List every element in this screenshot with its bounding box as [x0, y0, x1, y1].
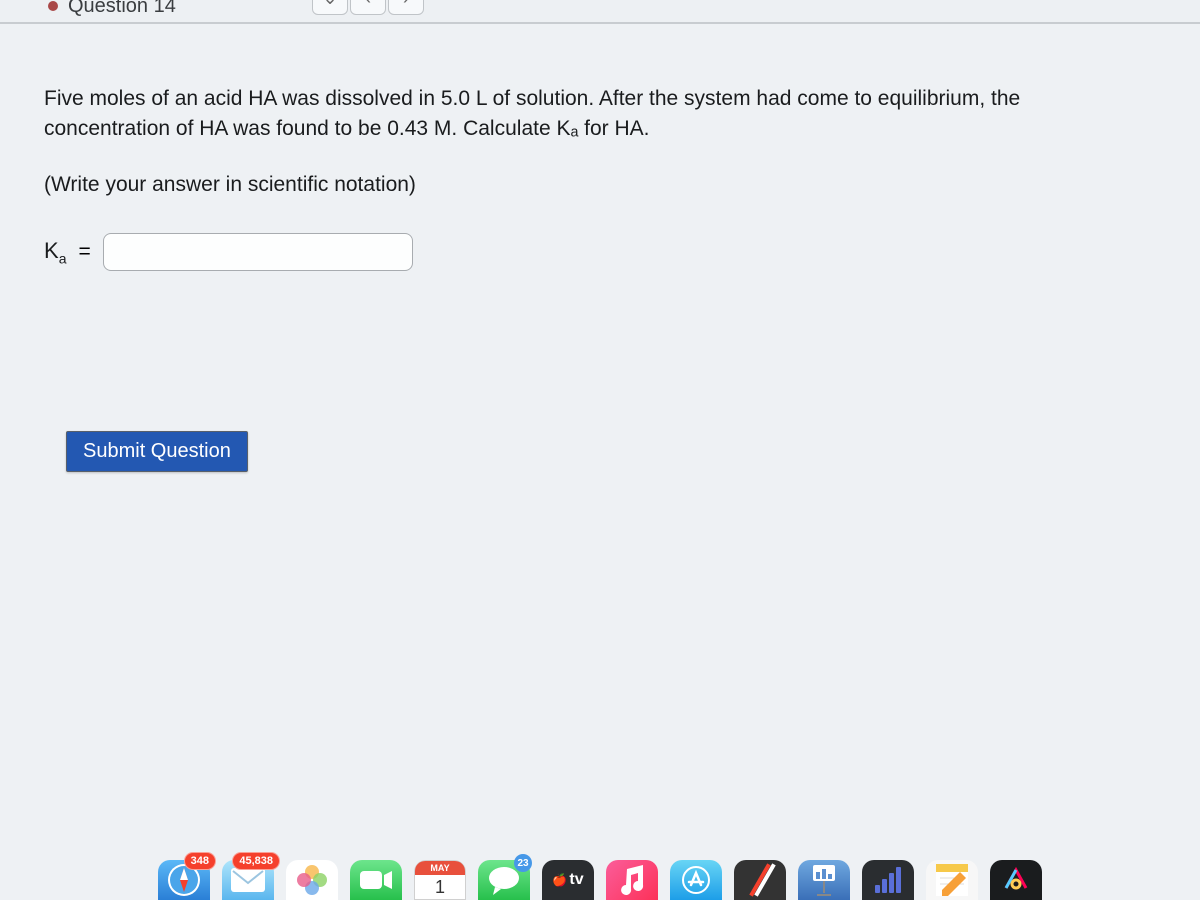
- dock-calendar-icon[interactable]: MAY 1: [414, 860, 466, 900]
- mail-badge: 45,838: [232, 852, 280, 870]
- equals-sign: =: [78, 240, 90, 264]
- dock-notes-icon[interactable]: [926, 860, 978, 900]
- messages-badge: 23: [514, 854, 532, 872]
- dock-appletv-icon[interactable]: 🍎tv: [542, 860, 594, 900]
- ka-symbol: Ka: [44, 238, 66, 266]
- dock-arc-icon[interactable]: [990, 860, 1042, 900]
- question-content: Five moles of an acid HA was dissolved i…: [0, 24, 1200, 472]
- answer-row: Ka =: [44, 233, 1156, 271]
- question-number-label: Question 14: [68, 0, 302, 18]
- calendar-month-label: MAY: [415, 861, 465, 875]
- nav-controls: ⌄ ‹ ›: [312, 0, 424, 15]
- dock-appstore-icon[interactable]: [670, 860, 722, 900]
- dock-safari-icon[interactable]: 348: [158, 860, 210, 900]
- dock-messages-icon[interactable]: 23: [478, 860, 530, 900]
- collapse-button[interactable]: ⌄: [312, 0, 348, 15]
- dock-todoist-icon[interactable]: [734, 860, 786, 900]
- dock-music-icon[interactable]: [606, 860, 658, 900]
- calendar-day-label: 1: [415, 875, 465, 899]
- problem-statement: Five moles of an acid HA was dissolved i…: [44, 84, 1144, 145]
- status-dot-icon: [48, 1, 58, 11]
- dock-mail-icon[interactable]: 45,838: [222, 860, 274, 900]
- ka-answer-input[interactable]: [103, 233, 413, 271]
- a-subscript: a: [59, 250, 67, 266]
- macos-dock: 348 45,838 MAY 1 23 🍎tv: [0, 856, 1200, 900]
- dock-keynote-icon[interactable]: [798, 860, 850, 900]
- question-header: Question 14 ⌄ ‹ ›: [0, 0, 1200, 24]
- prev-question-button[interactable]: ‹: [350, 0, 386, 15]
- dock-facetime-icon[interactable]: [350, 860, 402, 900]
- safari-badge: 348: [184, 852, 216, 870]
- k-letter: K: [44, 238, 59, 263]
- dock-photos-icon[interactable]: [286, 860, 338, 900]
- answer-instruction: (Write your answer in scientific notatio…: [44, 173, 1156, 197]
- tv-label: tv: [569, 871, 583, 889]
- next-question-button[interactable]: ›: [388, 0, 424, 15]
- submit-question-button[interactable]: Submit Question: [66, 431, 248, 472]
- dock-stocks-icon[interactable]: [862, 860, 914, 900]
